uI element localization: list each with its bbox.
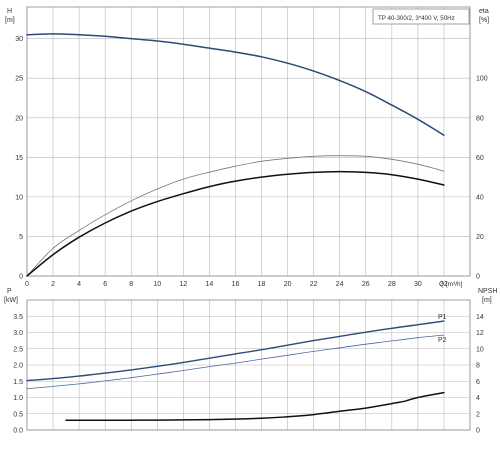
x-tick-label: 22 [310, 281, 318, 288]
left-tick-label: 5 [19, 234, 23, 241]
left-tick-label: 0.0 [13, 428, 23, 435]
x-tick-label: 2 [51, 281, 55, 288]
top-left-axis-unit: [m] [5, 17, 15, 24]
right-tick-label: 4 [476, 395, 480, 402]
left-tick-label: 3.5 [13, 314, 23, 321]
left-tick-label: 0.5 [13, 411, 23, 418]
top-chart-grid [27, 7, 470, 276]
right-tick-label: 60 [476, 155, 484, 162]
x-axis-label: Q [m³/h] [439, 281, 463, 288]
x-tick-label: 0 [25, 281, 29, 288]
left-tick-label: 1.5 [13, 379, 23, 386]
bottom-chart-grid [27, 300, 470, 430]
right-tick-label: 100 [476, 76, 488, 83]
bottom-left-axis-symbol: P [7, 288, 12, 295]
left-tick-label: 2.0 [13, 363, 23, 370]
x-tick-label: 4 [77, 281, 81, 288]
x-tick-label: 30 [414, 281, 422, 288]
x-tick-label: 16 [232, 281, 240, 288]
right-tick-label: 10 [476, 346, 484, 353]
top-chart-frame [27, 7, 470, 276]
left-tick-label: 20 [15, 115, 23, 122]
p2-series-label: P2 [438, 337, 447, 344]
bottom-chart-ticks: 0.0 0.5 1.0 1.5 2.0 2.5 3.0 3.5 0 2 4 6 8 10 12 14 [13, 314, 484, 435]
x-tick-label: 28 [388, 281, 396, 288]
right-tick-label: 6 [476, 379, 480, 386]
top-right-axis-symbol: eta [479, 8, 489, 15]
bottom-right-axis-unit: [m] [482, 297, 492, 304]
right-tick-label: 8 [476, 363, 480, 370]
left-tick-label: 15 [15, 155, 23, 162]
right-tick-label: 20 [476, 234, 484, 241]
left-tick-label: 30 [15, 36, 23, 43]
chart-title: TP 40-300/2, 3*400 V, 50Hz [378, 15, 455, 22]
left-tick-label: 3.0 [13, 330, 23, 337]
right-tick-label: 2 [476, 411, 480, 418]
right-tick-label: 80 [476, 115, 484, 122]
top-right-axis-unit: [%] [479, 17, 489, 24]
left-tick-label: 10 [15, 194, 23, 201]
p1-series-label: P1 [438, 314, 447, 321]
left-tick-label: 0 [19, 274, 23, 281]
x-tick-label: 26 [362, 281, 370, 288]
x-tick-label: 14 [206, 281, 214, 288]
right-tick-label: 40 [476, 194, 484, 201]
left-tick-label: 25 [15, 76, 23, 83]
bottom-right-axis-symbol: NPSH [478, 288, 497, 295]
right-tick-label: 0 [476, 428, 480, 435]
x-tick-label: 20 [284, 281, 292, 288]
x-tick-label: 24 [336, 281, 344, 288]
right-tick-label: 14 [476, 314, 484, 321]
x-tick-label: 12 [179, 281, 187, 288]
npsh-curve [66, 393, 444, 421]
right-tick-label: 12 [476, 330, 484, 337]
left-tick-label: 2.5 [13, 346, 23, 353]
bottom-left-axis-unit: [kW] [4, 297, 18, 304]
x-tick-label: 10 [153, 281, 161, 288]
x-tick-label: 18 [258, 281, 266, 288]
left-tick-label: 1.0 [13, 395, 23, 402]
right-tick-label: 0 [476, 274, 480, 281]
top-left-axis-symbol: H [7, 8, 12, 15]
x-tick-label: 8 [129, 281, 133, 288]
x-tick-label: 6 [103, 281, 107, 288]
